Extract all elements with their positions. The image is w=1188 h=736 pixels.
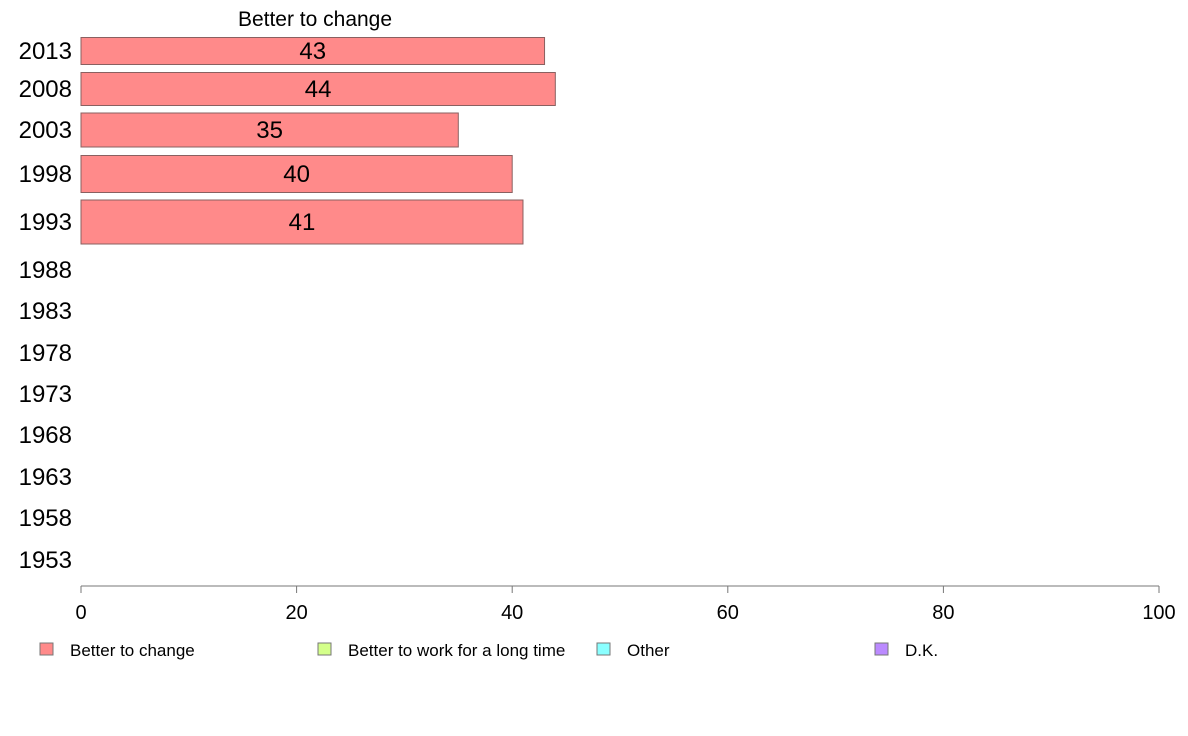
bar-value-label-2013: 43 [299,38,326,65]
y-tick-label-1988: 1988 [19,257,72,284]
legend-label-other: Other [627,641,670,660]
x-tick-label-100: 100 [1142,602,1175,624]
y-tick-label-1953: 1953 [19,547,72,574]
y-tick-label-1968: 1968 [19,422,72,449]
y-tick-label-1993: 1993 [19,209,72,236]
bar-value-label-1998: 40 [283,161,310,188]
y-tick-label-2008: 2008 [19,76,72,103]
x-tick-label-60: 60 [717,602,739,624]
bar-2008 [80,72,556,106]
y-tick-label-1973: 1973 [19,381,72,408]
y-tick-label-1998: 1998 [19,161,72,188]
legend: Better to change Better to work for a lon… [39,641,938,660]
legend-swatch-better-to-change [39,642,54,656]
legend-label-better-to-work-for-a-long-time: Better to work for a long time [348,641,565,660]
y-tick-label-1983: 1983 [19,298,72,325]
legend-label-d-k: D.K. [905,641,938,660]
legend-swatch-other [596,642,611,656]
y-axis-labels: 2013 2008 2003 1998 1993 1988 1983 1978 1973 1968… [19,38,72,574]
x-tick-label-20: 20 [285,602,307,624]
bar-2013 [80,37,546,65]
x-tick-label-80: 80 [932,602,954,624]
bar-value-label-2008: 44 [305,76,332,103]
legend-label-better-to-change: Better to change [70,641,195,660]
bar-1993 [80,199,524,245]
y-tick-label-1978: 1978 [19,340,72,367]
bars [80,37,556,245]
bar-2003 [80,112,459,148]
y-tick-label-1958: 1958 [19,505,72,532]
x-ticks: 0 20 40 60 80 100 [75,586,1176,624]
bar-value-label-1993: 41 [289,209,316,236]
y-tick-label-2003: 2003 [19,117,72,144]
series-title: Better to change [238,8,392,31]
legend-swatch-better-to-work-for-a-long-time [317,642,332,656]
x-tick-label-40: 40 [501,602,523,624]
x-tick-label-0: 0 [75,602,86,624]
bar-1998 [80,155,513,193]
bar-value-label-2003: 35 [256,117,283,144]
y-tick-label-2013: 2013 [19,38,72,65]
y-tick-label-1963: 1963 [19,464,72,491]
legend-swatch-d-k [874,642,889,656]
